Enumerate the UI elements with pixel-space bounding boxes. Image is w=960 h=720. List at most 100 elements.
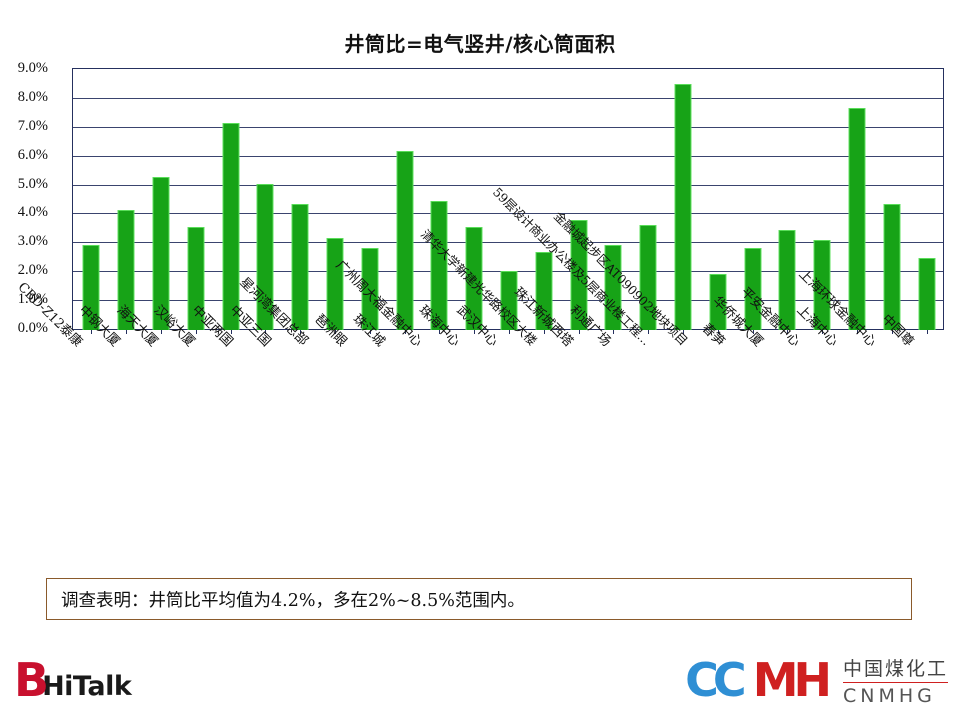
x-axis-tick [543,330,545,334]
bar-column [457,70,492,334]
bar [848,107,866,330]
bar-column [422,70,457,334]
x-axis-tick [474,330,476,334]
y-axis-tick-label: 6.0% [17,146,48,163]
x-axis-tick [230,330,232,334]
bar-column [666,70,701,334]
bar-column [387,70,422,334]
x-axis-tick [508,330,510,334]
cnmhg-logo: CC MH 中国煤化工 CNMHG [685,650,948,710]
bar [187,227,205,330]
bar-column [109,70,144,334]
x-axis-tick [334,330,336,334]
bar [570,220,588,330]
bar [82,244,100,330]
bar-column [352,70,387,334]
bar [604,244,622,330]
cnmhg-mh-mark: MH [752,653,832,707]
bar-column [631,70,666,334]
gridline [73,97,943,99]
bar [778,230,796,330]
x-axis-tick [91,330,93,334]
bar-column [840,70,875,334]
bar-column [909,70,944,334]
x-axis-tick [787,330,789,334]
bar [326,237,344,330]
y-axis-tick-label: 9.0% [17,60,48,76]
bar [744,247,762,330]
bar-column [283,70,318,334]
x-axis-tick [682,330,684,334]
x-axis-tick [822,330,824,334]
y-axis-tick-label: 5.0% [17,175,48,192]
x-axis-tick [160,330,162,334]
x-axis-tick [369,330,371,334]
hitalk-logo: B HiTalk [14,652,132,708]
cnmhg-en-name: CNMHG [842,684,936,707]
y-axis-tick-label: 7.0% [17,117,48,134]
x-axis-tick [926,330,928,334]
x-axis-tick [752,330,754,334]
bar [918,257,936,330]
bar-column [178,70,213,334]
y-axis: 9.0% 8.0% 7.0% 6.0% 5.0% 4.0% 3.0% 2.0% 1.0% 0.0% [18,60,944,336]
bar-column [805,70,840,334]
bar [883,204,901,330]
note-text: 调查表明：井筒比平均值为4.2%，多在2%~8.5%范围内。 [61,590,525,611]
bar-column [700,70,735,334]
bar [222,123,240,330]
bar [361,247,379,330]
x-axis-tick [126,330,128,334]
y-axis-tick-label: 0.0% [17,320,48,336]
bar [813,240,831,330]
x-axis-tick [613,330,615,334]
bar-column [248,70,283,334]
x-axis-tick [891,330,893,334]
bar [674,84,692,330]
gridline [73,213,943,215]
bar [256,184,274,330]
bar-column [874,70,909,334]
bar [535,252,553,330]
bar-column [596,70,631,334]
bar [396,150,414,330]
gridline [73,155,943,157]
y-axis-tick-label: 3.0% [17,233,48,250]
y-axis-tick-label: 1.0% [17,291,48,308]
bar [291,204,309,330]
plot-area [72,68,944,334]
bar [152,176,170,330]
cnmhg-name-block: 中国煤化工 CNMHG [842,654,948,707]
bar [709,273,727,330]
bar-column [526,70,561,334]
bar-column [492,70,527,334]
x-axis-tick [195,330,197,334]
hitalk-b-mark: B [14,653,49,707]
bar [117,210,135,330]
y-axis-tick-label: 8.0% [17,88,48,105]
bar [465,227,483,330]
cnmhg-cc-mark: CC [685,653,746,707]
bar [639,224,657,330]
bar-column [144,70,179,334]
x-axis-tick [265,330,267,334]
bar-column [770,70,805,334]
page-title: 井筒比=电气竖井/核心筒面积 [344,32,616,56]
bar [430,201,448,330]
gridline [73,184,943,186]
x-axis-tick [648,330,650,334]
gridline [73,242,943,244]
bar-column [318,70,353,334]
x-axis-tick [717,330,719,334]
x-axis-tick [578,330,580,334]
x-axis-tick [856,330,858,334]
hitalk-wordmark: HiTalk [42,670,132,702]
x-axis-tick [300,330,302,334]
x-axis-labels: CBD-Z12泰康 中钢大厦 海天大厦 汉峪大厦 中亚两国 中亚三国 星河湾集团总部 琶洲眼珠… [14,185,944,562]
y-axis-tick-label: 2.0% [17,262,48,279]
bar-column [74,70,109,334]
gridline [73,126,943,128]
bar-series [74,70,944,334]
cnmhg-cn-name: 中国煤化工 [842,654,948,683]
